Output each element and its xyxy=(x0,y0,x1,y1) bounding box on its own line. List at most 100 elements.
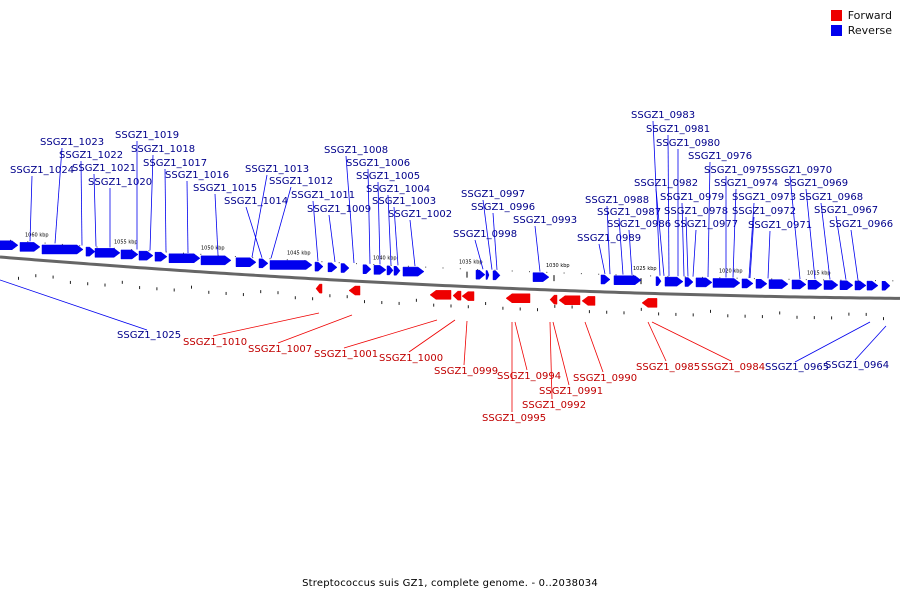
minor-tick-dot xyxy=(546,271,548,273)
minor-tick xyxy=(710,309,711,313)
reverse-gene-label: SSGZ1_0979 xyxy=(660,192,724,203)
forward-gene-arrow xyxy=(558,295,581,305)
minor-tick xyxy=(381,301,383,305)
minor-tick-dot xyxy=(459,268,461,270)
reverse-gene-arrow xyxy=(200,255,232,266)
forward-gene-arrow xyxy=(641,298,658,308)
reverse-gene-arrow xyxy=(269,260,313,270)
minor-tick xyxy=(260,290,262,294)
minor-tick xyxy=(761,315,763,319)
minor-tick-dot xyxy=(788,278,790,280)
reverse-gene-leader xyxy=(534,225,541,272)
reverse-gene-leader xyxy=(474,239,484,270)
minor-tick-dot xyxy=(598,273,600,275)
minor-tick xyxy=(450,304,452,308)
scale-label: 1060 kbp xyxy=(25,233,49,239)
reverse-gene-arrow xyxy=(373,265,387,275)
forward-gene-label: SSGZ1_1007 xyxy=(248,344,312,355)
reverse-swatch xyxy=(830,25,842,36)
minor-tick xyxy=(658,312,660,316)
reverse-gene-label: SSGZ1_0975 xyxy=(704,165,768,176)
minor-tick-dot xyxy=(286,259,288,261)
reverse-gene-leader xyxy=(598,243,606,275)
minor-tick xyxy=(571,305,573,309)
reverse-gene-leader xyxy=(655,188,665,276)
scale-label: 1020 kbp xyxy=(719,268,743,274)
minor-tick xyxy=(87,282,89,286)
minor-tick-dot xyxy=(736,277,738,279)
reverse-gene-label: SSGZ1_0993 xyxy=(513,215,577,226)
minor-tick-dot xyxy=(79,245,81,247)
reverse-gene-leader xyxy=(854,325,887,361)
minor-tick-dot xyxy=(269,258,271,260)
reverse-gene-label: SSGZ1_1005 xyxy=(356,171,420,182)
reverse-gene-leader xyxy=(681,202,685,277)
minor-tick-dot xyxy=(615,274,617,276)
minor-tick-dot xyxy=(875,280,876,282)
reverse-gene-arrow xyxy=(386,265,394,276)
minor-tick xyxy=(467,305,469,309)
forward-gene-label: SSGZ1_0995 xyxy=(482,413,546,424)
minor-tick xyxy=(277,291,279,295)
minor-tick-dot xyxy=(857,279,859,281)
minor-tick xyxy=(831,316,833,320)
reverse-gene-label: SSGZ1_0970 xyxy=(768,165,832,176)
minor-tick xyxy=(121,280,123,284)
reverse-gene-label: SSGZ1_0983 xyxy=(631,110,695,121)
reverse-gene-label: SSGZ1_1013 xyxy=(245,164,309,175)
reverse-gene-label: SSGZ1_1012 xyxy=(269,176,333,187)
genome-backbone xyxy=(0,255,900,300)
reverse-gene-label: SSGZ1_0969 xyxy=(784,178,848,189)
reverse-gene-leader xyxy=(794,321,871,363)
reverse-gene-leader xyxy=(748,202,755,279)
forward-gene-leader xyxy=(514,321,528,371)
forward-gene-label: SSGZ1_1001 xyxy=(314,349,378,360)
minor-tick-dot xyxy=(477,269,479,271)
reverse-gene-leader xyxy=(732,188,737,278)
reverse-gene-leader xyxy=(80,160,83,246)
reverse-gene-label: SSGZ1_1014 xyxy=(224,196,288,207)
reverse-gene-label: SSGZ1_1016 xyxy=(165,170,229,181)
reverse-gene-arrow xyxy=(807,280,823,290)
reverse-gene-arrow xyxy=(0,240,19,250)
minor-tick xyxy=(156,287,158,291)
reverse-gene-label: SSGZ1_1017 xyxy=(143,158,207,169)
minor-tick-dot xyxy=(148,250,150,252)
minor-tick xyxy=(346,295,348,299)
reverse-gene-label: SSGZ1_0966 xyxy=(829,219,893,230)
reverse-gene-leader xyxy=(312,200,319,262)
reverse-gene-leader xyxy=(186,180,189,254)
forward-gene-arrow xyxy=(429,290,452,300)
reverse-gene-leader xyxy=(492,212,498,270)
reverse-gene-leader xyxy=(628,229,633,275)
minor-tick xyxy=(35,274,37,278)
forward-gene-leader xyxy=(549,321,553,400)
scale-label: 1035 kbp xyxy=(459,260,483,266)
forward-gene-leader xyxy=(651,321,732,362)
minor-tick xyxy=(813,316,815,320)
reverse-gene-arrow xyxy=(85,246,96,257)
reverse-gene-arrow xyxy=(94,248,121,258)
minor-tick xyxy=(485,302,487,306)
minor-tick-dot xyxy=(183,252,184,254)
reverse-gene-label: SSGZ1_1020 xyxy=(88,177,152,188)
reverse-gene-label: SSGZ1_1019 xyxy=(115,130,179,141)
reverse-gene-arrow xyxy=(695,277,713,288)
minor-tick-dot xyxy=(27,241,29,243)
forward-gene-arrow xyxy=(461,291,475,301)
reverse-gene-leader xyxy=(328,214,336,263)
legend-forward-label: Forward xyxy=(847,9,892,22)
minor-tick-dot xyxy=(390,264,392,266)
reverse-gene-arrow xyxy=(839,280,854,291)
minor-tick xyxy=(242,293,244,297)
minor-tick xyxy=(173,288,175,292)
scale-label: 1050 kbp xyxy=(201,245,225,251)
reverse-gene-label: SSGZ1_0980 xyxy=(656,138,720,149)
reverse-gene-arrow xyxy=(235,257,257,268)
forward-gene-arrow xyxy=(549,294,558,305)
reverse-gene-arrow xyxy=(402,266,425,277)
reverse-gene-arrow xyxy=(154,251,168,262)
minor-tick-dot xyxy=(356,263,357,265)
forward-gene-leader xyxy=(584,321,604,373)
